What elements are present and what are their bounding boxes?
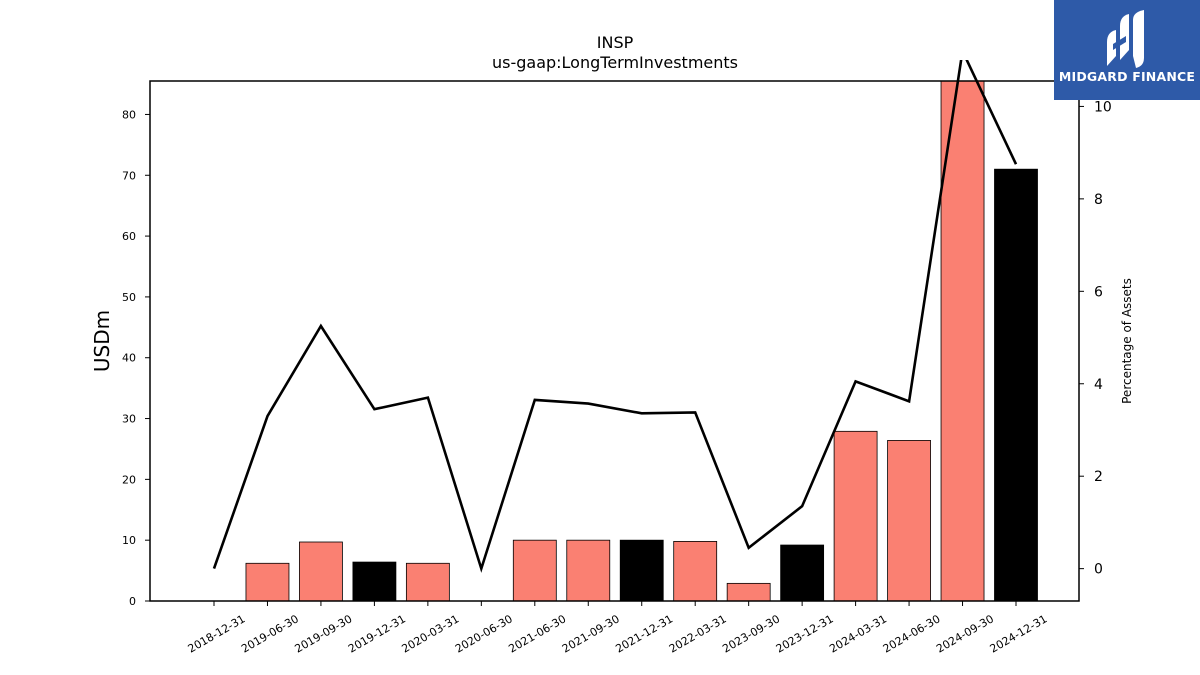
bar-2019-06-30: [245, 562, 290, 601]
bar-2024-03-31: [833, 430, 878, 601]
x-tick-label: 2021-06-30: [506, 612, 568, 655]
y2-tick-label: 6: [1094, 284, 1103, 300]
y2-tick-label: 2: [1094, 469, 1103, 485]
x-tick-label: 2024-09-30: [934, 612, 996, 655]
bar-2022-03-31: [673, 540, 718, 601]
y-tick-label: 30: [122, 413, 136, 426]
y-tick-label: 80: [122, 108, 136, 121]
bar-2021-06-30: [512, 539, 557, 601]
bar-2024-09-30: [940, 81, 985, 601]
percentage-line: [212, 60, 1018, 573]
x-tick-label: 2018-12-31: [186, 612, 248, 655]
plot-frame: [149, 80, 1080, 602]
x-tick-label: 2024-03-31: [827, 612, 889, 655]
x-tick-label: 2019-12-31: [346, 612, 408, 655]
x-tick-label: 2023-09-30: [720, 612, 782, 655]
y-tick-label: 70: [122, 169, 136, 182]
brand-logo: MIDGARD FINANCE: [1054, 0, 1200, 100]
y-tick-label: 10: [122, 534, 136, 547]
chart-title: INSP: [597, 33, 634, 52]
y2-tick-label: 4: [1094, 377, 1103, 393]
bars-layer: [245, 81, 1038, 601]
line-layer: [212, 60, 1018, 573]
x-tick-label: 2021-09-30: [560, 612, 622, 655]
x-tick-label: 2022-03-31: [667, 612, 729, 655]
bar-2019-09-30: [299, 541, 343, 601]
y2-tick-label: 0: [1094, 562, 1103, 578]
bar-2019-12-31: [352, 561, 397, 601]
x-tick-label: 2023-12-31: [774, 612, 836, 655]
x-tick-label: 2024-06-30: [881, 612, 943, 655]
y2-tick-label: 10: [1094, 99, 1112, 115]
x-tick-label: 2020-06-30: [453, 612, 515, 655]
x-tick-label: 2024-12-31: [988, 612, 1050, 655]
x-tick-label: 2020-03-31: [399, 612, 461, 655]
bar-2024-12-31: [994, 168, 1038, 601]
logo-text: MIDGARD FINANCE: [1058, 69, 1196, 84]
y-tick-label: 20: [122, 473, 136, 486]
y2-tick-label: 8: [1094, 192, 1103, 208]
x-tick-label: 2019-09-30: [293, 612, 355, 655]
x-tick-label: 2019-06-30: [239, 612, 301, 655]
bar-2023-09-30: [726, 582, 771, 601]
bar-2021-12-31: [619, 539, 664, 601]
y-tick-label: 60: [122, 230, 136, 243]
x-tick-label: 2021-12-31: [613, 612, 675, 655]
y-tick-label: 50: [122, 291, 136, 304]
bar-2024-06-30: [887, 440, 931, 601]
y-axis-label: USDm: [90, 310, 114, 372]
y-tick-label: 0: [129, 595, 136, 608]
bar-2023-12-31: [780, 544, 825, 601]
chart-subtitle: us-gaap:LongTermInvestments: [492, 53, 738, 72]
bar-2021-09-30: [566, 539, 611, 601]
bar-2020-03-31: [405, 562, 450, 601]
y2-axis-label: Percentage of Assets: [1120, 278, 1134, 404]
y-tick-label: 40: [122, 352, 136, 365]
logo-mark-icon: [1107, 10, 1144, 68]
